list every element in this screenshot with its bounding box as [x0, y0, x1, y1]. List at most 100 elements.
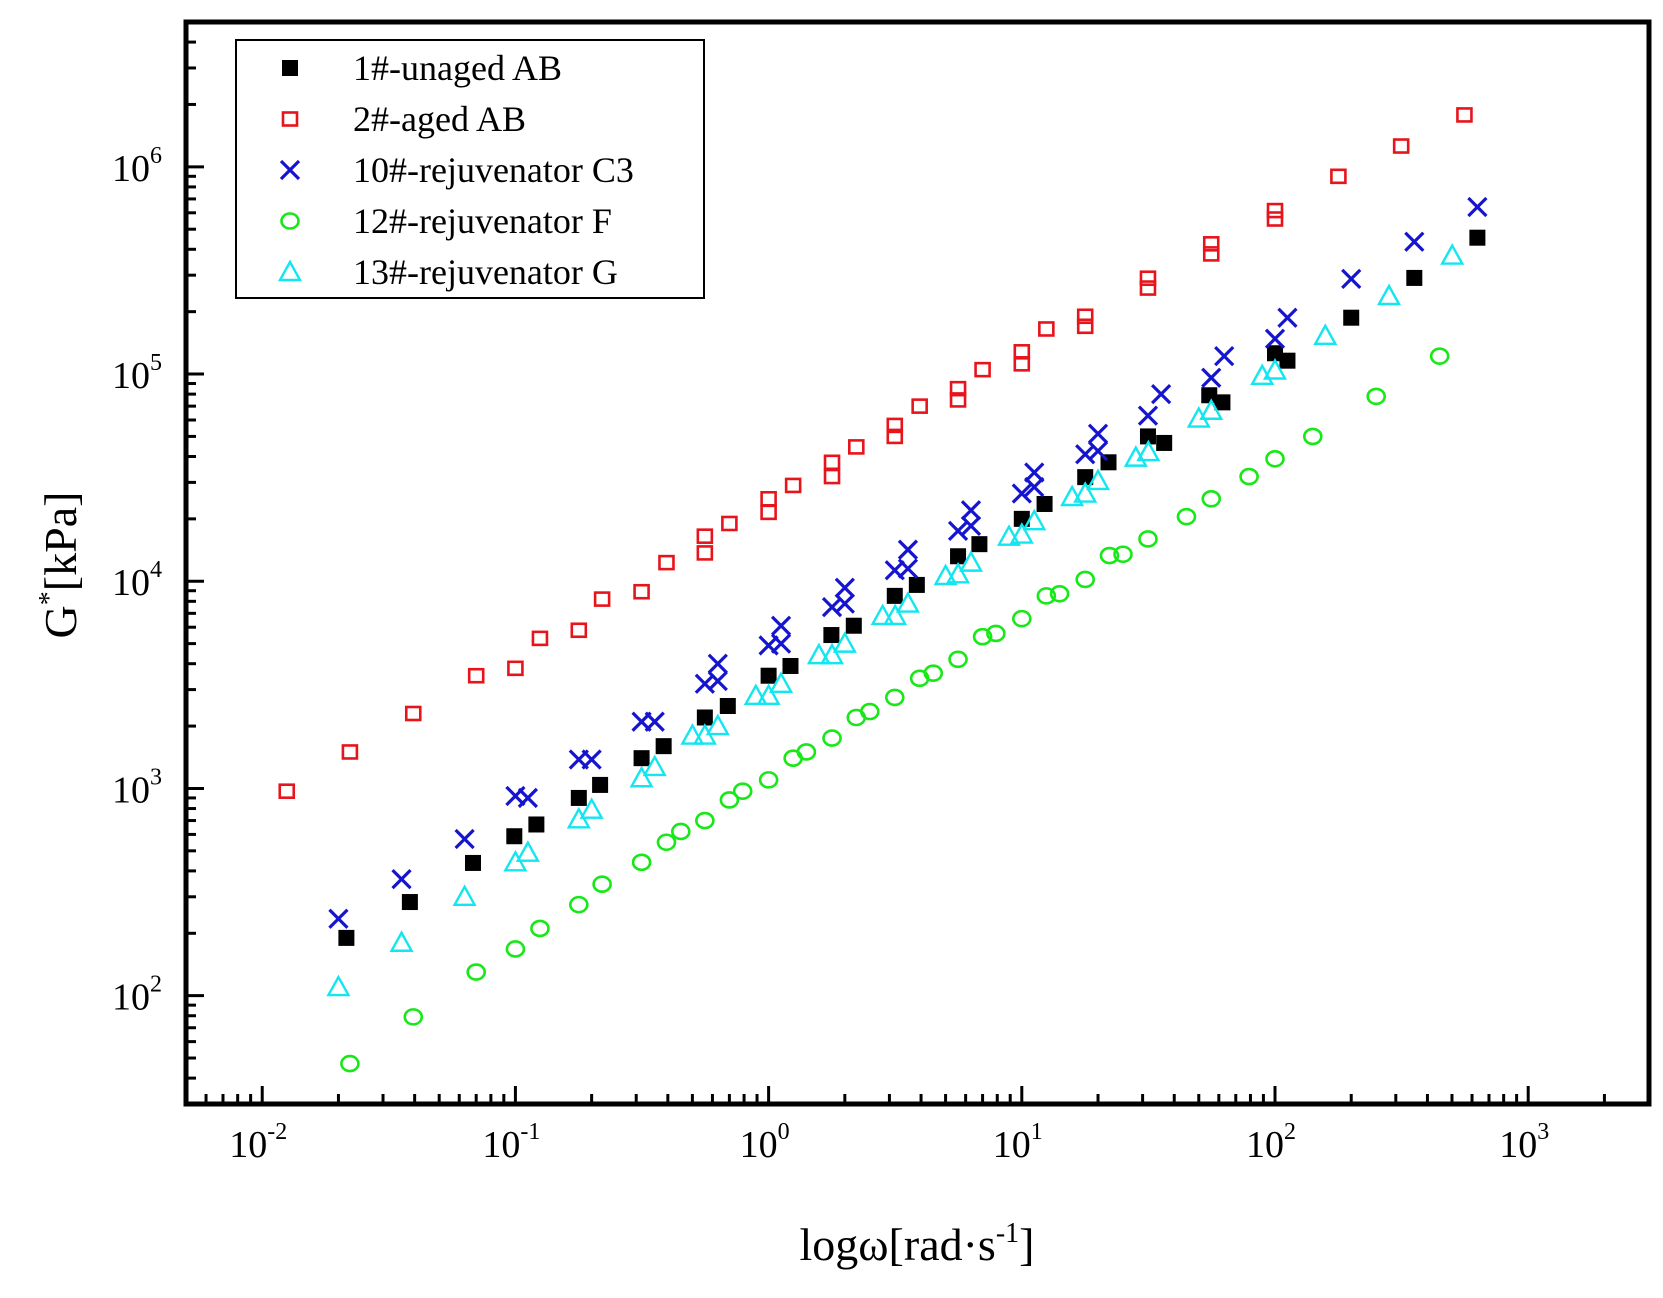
- data-point: [832, 631, 857, 653]
- y-axis-title: G*[kPa]: [34, 492, 86, 639]
- data-point: [1077, 469, 1094, 486]
- y-axis-title-sup: *: [34, 591, 65, 605]
- x-tick-label: 101: [993, 1119, 1043, 1166]
- data-point: [834, 593, 855, 614]
- data-point: [719, 697, 736, 714]
- data-point: [971, 536, 988, 553]
- legend-label: 10#-rejuvenator C3: [353, 150, 634, 190]
- data-point: [721, 515, 738, 532]
- x-axis-title-end: ]: [1019, 1219, 1034, 1270]
- data-point: [631, 853, 652, 872]
- x-tick-base: 10: [740, 1124, 778, 1166]
- y-tick-base: 10: [112, 355, 150, 397]
- data-point: [1113, 545, 1133, 564]
- data-point: [923, 664, 944, 682]
- x-axis-title-text: logω[rad·s: [800, 1219, 996, 1270]
- x-tick-label: 10-2: [229, 1119, 287, 1166]
- data-point: [760, 490, 777, 507]
- data-point: [1099, 546, 1120, 565]
- data-point: [1343, 309, 1360, 326]
- series-12-rejuvenator-f: [340, 347, 1450, 1073]
- data-point: [389, 930, 414, 952]
- data-point: [1302, 427, 1323, 446]
- data-point: [1139, 280, 1157, 296]
- data-point: [530, 919, 550, 938]
- data-point: [1404, 231, 1425, 252]
- legend-frame: [235, 39, 705, 299]
- y-tick-label: 106: [112, 143, 162, 190]
- data-point: [1076, 308, 1094, 325]
- data-point: [1137, 405, 1159, 426]
- data-point: [506, 828, 523, 845]
- data-point: [1277, 307, 1298, 328]
- data-point: [707, 670, 728, 692]
- y-axis-title-text: G: [35, 605, 86, 638]
- legend-marker: [280, 212, 300, 230]
- data-point: [1440, 243, 1465, 265]
- data-point: [1376, 283, 1402, 306]
- data-point: [569, 895, 589, 914]
- data-point: [655, 738, 672, 755]
- data-point: [972, 627, 993, 646]
- data-point: [1176, 507, 1197, 526]
- data-point: [834, 577, 855, 598]
- data-point: [528, 816, 545, 833]
- data-point: [950, 548, 967, 565]
- data-point: [694, 673, 715, 694]
- data-point: [911, 398, 928, 414]
- y-tick-exp: 2: [150, 972, 162, 998]
- data-point: [947, 520, 969, 542]
- data-point: [769, 671, 794, 693]
- x-tick-base: 10: [1246, 1124, 1284, 1166]
- x-tick-exp: 2: [1284, 1119, 1296, 1145]
- data-point: [1139, 270, 1157, 287]
- data-point: [1366, 387, 1386, 406]
- data-point: [1267, 345, 1283, 362]
- data-point: [1087, 440, 1109, 462]
- data-point: [579, 797, 604, 819]
- legend-item: 13#-rejuvenator G: [277, 252, 618, 292]
- data-point: [1201, 367, 1222, 388]
- data-point: [1156, 434, 1173, 451]
- data-point: [819, 642, 845, 665]
- data-point: [1341, 268, 1362, 289]
- legend-label: 13#-rejuvenator G: [353, 252, 618, 292]
- data-point: [758, 771, 779, 789]
- data-point: [1202, 236, 1220, 252]
- data-point: [933, 563, 958, 586]
- data-point: [823, 627, 840, 644]
- x-tick-exp: 3: [1537, 1119, 1549, 1145]
- x-tick-exp: -2: [267, 1119, 287, 1145]
- data-point: [671, 822, 691, 841]
- legend-marker: [281, 111, 299, 127]
- y-tick-label: 105: [112, 350, 162, 397]
- data-point: [770, 633, 792, 654]
- data-point: [1087, 423, 1109, 444]
- data-point: [1013, 510, 1030, 527]
- data-point: [696, 528, 714, 544]
- data-point: [1429, 347, 1450, 365]
- x-tick-exp: 0: [778, 1119, 790, 1145]
- data-point: [326, 974, 351, 997]
- data-point: [1186, 406, 1211, 428]
- data-point: [1138, 530, 1158, 548]
- data-point: [908, 576, 925, 593]
- x-tick-base: 10: [482, 1124, 520, 1166]
- data-point: [391, 869, 412, 890]
- data-point: [465, 854, 482, 871]
- legend-item: 12#-rejuvenator F: [280, 201, 612, 241]
- data-point: [1214, 394, 1231, 411]
- data-point: [784, 477, 802, 494]
- data-point: [1013, 344, 1031, 360]
- legend-items: 1#-unaged AB 2#-aged AB 10#-rejuvenator C3…: [277, 48, 634, 292]
- x-tick-label: 103: [1499, 1119, 1549, 1166]
- data-point: [633, 750, 650, 767]
- data-point: [581, 749, 602, 770]
- series-layer: [278, 107, 1488, 1073]
- y-tick-label: 103: [112, 764, 162, 811]
- data-point: [1202, 246, 1220, 262]
- data-point: [897, 558, 919, 579]
- data-point: [883, 603, 908, 626]
